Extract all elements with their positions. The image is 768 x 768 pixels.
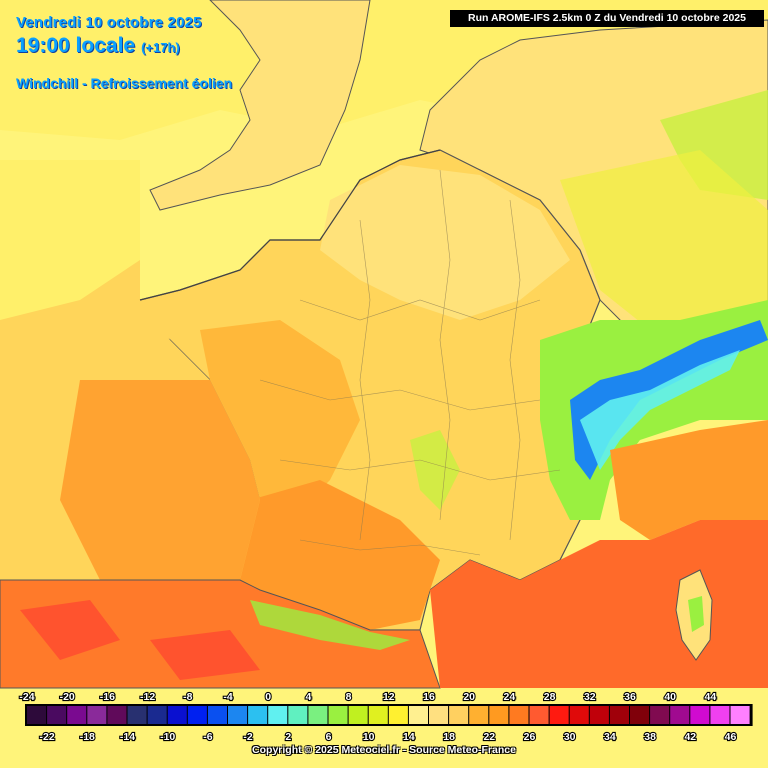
legend-swatch — [127, 706, 147, 724]
legend-swatch — [228, 706, 248, 724]
legend-swatch — [690, 706, 710, 724]
legend-swatch — [549, 706, 569, 724]
legend-swatch — [469, 706, 489, 724]
legend-swatch — [348, 706, 368, 724]
legend-swatch — [248, 706, 268, 724]
legend-tick-label: 8 — [346, 691, 352, 703]
legend-swatch — [328, 706, 348, 724]
department-borders — [259, 169, 561, 556]
legend-tick-label: -6 — [203, 731, 212, 743]
legend-swatch — [569, 706, 589, 724]
coastline-channel — [139, 149, 441, 301]
legend-swatch — [27, 706, 47, 724]
copyright-text: Copyright © 2025 Meteociel.fr - Source M… — [252, 744, 516, 756]
legend-swatch — [630, 706, 650, 724]
legend-swatch — [207, 706, 227, 724]
legend-tick-label: 40 — [664, 691, 676, 703]
legend-swatch — [650, 706, 670, 724]
run-info: Run AROME-IFS 2.5km 0 Z du Vendredi 10 o… — [450, 10, 764, 27]
color-scale-legend: -24-22-20-18-16-14-12-10-8-6-4-202468101… — [18, 690, 753, 744]
legend-tick-label: -12 — [140, 691, 155, 703]
legend-swatch — [288, 706, 308, 724]
legend-tick-label: 4 — [305, 691, 311, 703]
corsica-green — [688, 596, 704, 632]
legend-tick-label: 30 — [564, 731, 576, 743]
parameter-title: Windchill - Refroissement éolien — [16, 75, 233, 91]
legend-tick-label: 38 — [644, 731, 656, 743]
legend-swatch — [308, 706, 328, 724]
forecast-time: 19:00 locale (+17h) — [16, 34, 180, 58]
legend-tick-label: 34 — [604, 731, 616, 743]
legend-tick-label: 36 — [624, 691, 636, 703]
legend-tick-label: 20 — [463, 691, 475, 703]
italy-warm — [610, 420, 768, 540]
legend-tick-label: 46 — [725, 731, 737, 743]
spain-red-patches — [20, 600, 260, 680]
forecast-time-label: 19:00 locale — [16, 34, 136, 57]
legend-tick-label: 28 — [544, 691, 556, 703]
massif-central-green — [410, 430, 460, 510]
southwest-orange — [240, 480, 440, 630]
alps-cyan — [580, 350, 740, 470]
legend-swatch — [449, 706, 469, 724]
legend-tick-label: -24 — [19, 691, 34, 703]
legend-swatch — [429, 706, 449, 724]
legend-tick-label: 14 — [403, 731, 415, 743]
legend-swatch — [730, 706, 750, 724]
legend-swatch — [509, 706, 529, 724]
legend-tick-label: -20 — [60, 691, 75, 703]
legend-tick-label: 26 — [524, 731, 536, 743]
legend-swatch — [87, 706, 107, 724]
legend-swatch — [47, 706, 67, 724]
pyrenees-green — [250, 600, 410, 650]
forecast-offset: (+17h) — [141, 40, 180, 55]
legend-swatch — [529, 706, 549, 724]
legend-swatch — [187, 706, 207, 724]
legend-tick-label: 0 — [265, 691, 271, 703]
legend-tick-label: 6 — [326, 731, 332, 743]
mediterranean-sea — [430, 520, 768, 688]
legend-tick-label: 12 — [383, 691, 395, 703]
legend-swatch — [710, 706, 730, 724]
legend-tick-label: -14 — [120, 731, 135, 743]
legend-tick-label: -10 — [160, 731, 175, 743]
legend-tick-label: 10 — [363, 731, 375, 743]
legend-tick-label: -8 — [183, 691, 192, 703]
legend-swatch — [107, 706, 127, 724]
legend-swatch — [388, 706, 408, 724]
legend-swatch — [489, 706, 509, 724]
legend-swatch — [670, 706, 690, 724]
north-france-light — [320, 165, 570, 320]
legend-tick-label: 44 — [705, 691, 717, 703]
legend-swatch — [167, 706, 187, 724]
legend-tick-label: 18 — [443, 731, 455, 743]
legend-tick-label: -22 — [40, 731, 55, 743]
legend-swatch — [589, 706, 609, 724]
atlantic-yellow-west — [0, 160, 140, 320]
legend-tick-label: -18 — [80, 731, 95, 743]
legend-swatch — [147, 706, 167, 724]
legend-tick-label: 24 — [504, 691, 516, 703]
legend-tick-label: -4 — [223, 691, 232, 703]
legend-swatch — [268, 706, 288, 724]
england-land — [149, 0, 371, 211]
legend-swatch — [67, 706, 87, 724]
legend-tick-label: 32 — [584, 691, 596, 703]
legend-tick-label: 2 — [285, 731, 291, 743]
forecast-date: Vendredi 10 octobre 2025 — [16, 14, 202, 31]
germany-green-patch — [660, 90, 768, 200]
legend-tick-label: 22 — [483, 731, 495, 743]
atlantic-warm — [60, 380, 260, 580]
legend-tick-label: 16 — [423, 691, 435, 703]
germany-yellow-patch — [560, 150, 768, 330]
legend-swatch — [368, 706, 388, 724]
legend-swatch — [408, 706, 428, 724]
west-france-warm — [200, 320, 360, 520]
legend-swatch — [609, 706, 629, 724]
legend-tick-label: 42 — [684, 731, 696, 743]
legend-tick-label: -16 — [100, 691, 115, 703]
legend-tick-label: -2 — [243, 731, 252, 743]
